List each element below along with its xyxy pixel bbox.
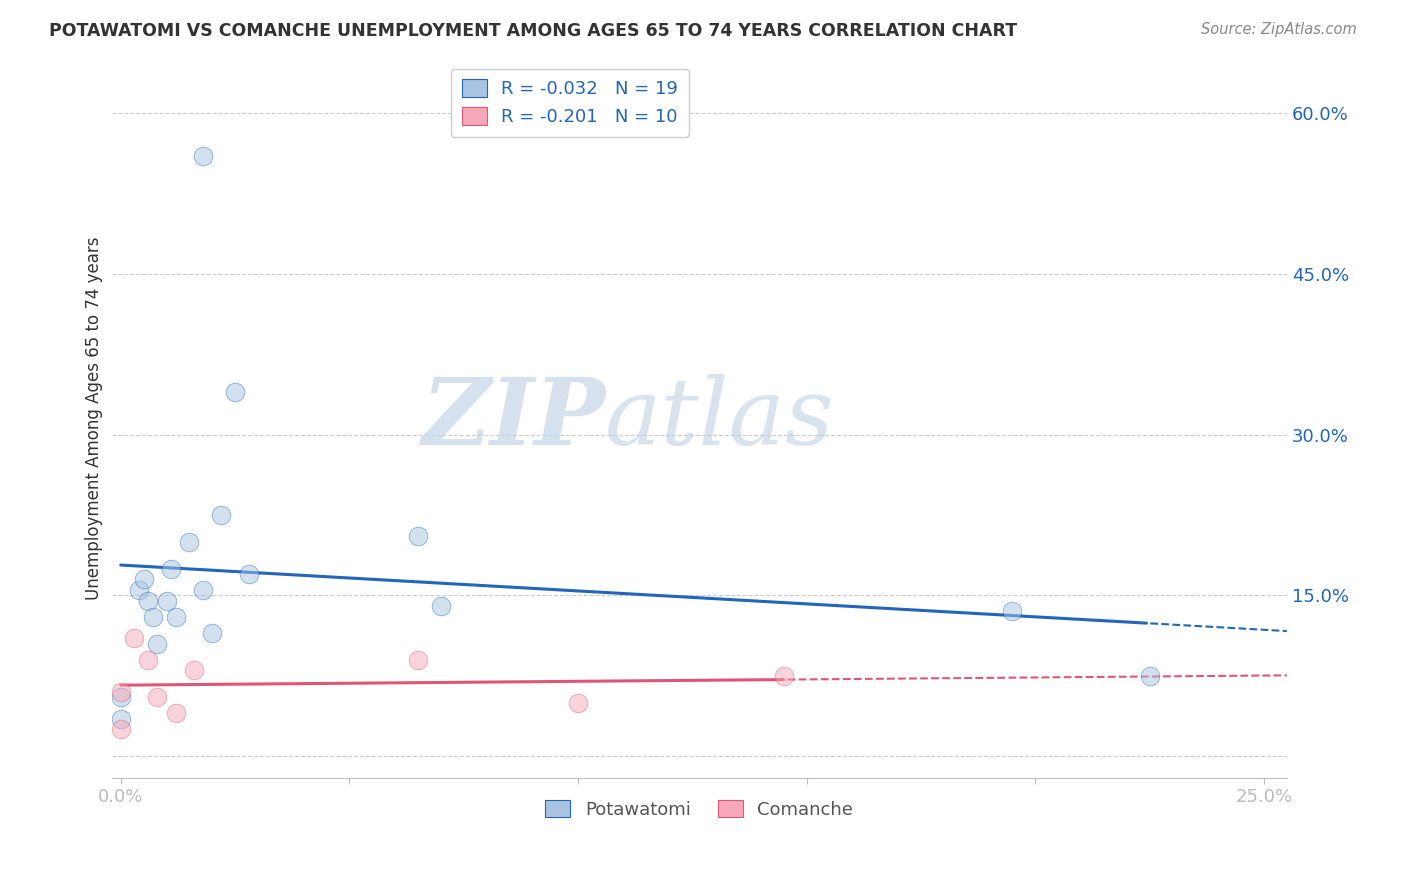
- Point: [155, 593, 177, 607]
- Point: [406, 653, 429, 667]
- Point: [110, 712, 132, 726]
- Point: [110, 723, 132, 737]
- Point: [430, 599, 453, 613]
- Text: POTAWATOMI VS COMANCHE UNEMPLOYMENT AMONG AGES 65 TO 74 YEARS CORRELATION CHART: POTAWATOMI VS COMANCHE UNEMPLOYMENT AMON…: [49, 22, 1018, 40]
- Point: [772, 669, 794, 683]
- Point: [209, 508, 232, 522]
- Point: [567, 696, 589, 710]
- Text: ZIP: ZIP: [420, 374, 605, 464]
- Point: [165, 706, 187, 721]
- Point: [160, 561, 183, 575]
- Point: [191, 582, 214, 597]
- Point: [238, 566, 260, 581]
- Point: [136, 653, 159, 667]
- Point: [110, 690, 132, 705]
- Point: [201, 626, 224, 640]
- Point: [179, 534, 201, 549]
- Point: [142, 610, 165, 624]
- Point: [146, 637, 169, 651]
- Point: [128, 582, 150, 597]
- Text: atlas: atlas: [605, 374, 835, 464]
- Point: [191, 149, 214, 163]
- Point: [146, 690, 169, 705]
- Point: [132, 572, 155, 586]
- Point: [406, 529, 429, 543]
- Point: [183, 664, 205, 678]
- Legend: Potawatomi, Comanche: Potawatomi, Comanche: [538, 793, 860, 826]
- Y-axis label: Unemployment Among Ages 65 to 74 years: Unemployment Among Ages 65 to 74 years: [86, 237, 103, 600]
- Point: [224, 384, 246, 399]
- Point: [1139, 669, 1161, 683]
- Text: Source: ZipAtlas.com: Source: ZipAtlas.com: [1201, 22, 1357, 37]
- Point: [1001, 604, 1024, 618]
- Point: [124, 632, 146, 646]
- Point: [136, 593, 159, 607]
- Point: [165, 610, 187, 624]
- Point: [110, 685, 132, 699]
